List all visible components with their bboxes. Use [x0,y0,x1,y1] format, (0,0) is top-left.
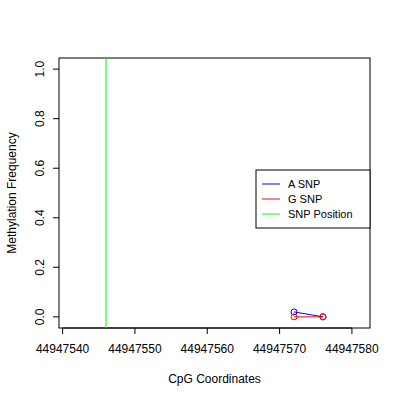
y-axis-label: Methylation Frequency [5,132,19,253]
y-tick-label: 1.0 [33,60,47,77]
series-line [294,312,323,317]
snp-position-line [106,58,107,328]
y-tick-label: 0.4 [33,209,47,226]
x-tick-label: 44947570 [253,342,307,356]
series-line [294,316,323,317]
legend-box [256,170,370,228]
x-tick-label: 44947540 [36,342,90,356]
plot-frame [59,58,370,328]
y-tick-label: 0.0 [33,308,47,325]
x-tick [134,328,135,334]
legend-swatch [262,184,280,185]
point [291,314,297,320]
legend-swatch [262,199,280,200]
x-tick [279,328,280,334]
x-tick [207,328,208,334]
x-axis-label: CpG Coordinates [168,372,261,386]
chart: 44947540 44947550 44947560 44947570 44947580… [0,0,400,400]
x-tick [351,328,352,334]
y-tick [53,168,59,169]
legend-label: SNP Position [288,208,353,220]
y-tick [53,267,59,268]
x-tick [62,328,63,334]
legend-label: G SNP [288,193,322,205]
y-tick [53,217,59,218]
data-group [106,58,326,328]
y-tick-label: 0.6 [33,160,47,177]
x-tick-label: 44947550 [108,342,162,356]
y-tick-label: 0.8 [33,110,47,127]
y-tick-label: 0.2 [33,259,47,276]
x-tick-label: 44947560 [181,342,235,356]
point [320,314,326,320]
legend-label: A SNP [288,178,320,190]
y-tick [53,118,59,119]
y-tick [53,316,59,317]
y-tick [53,69,59,70]
x-tick-label: 44947580 [325,342,379,356]
legend-swatch [262,214,280,215]
